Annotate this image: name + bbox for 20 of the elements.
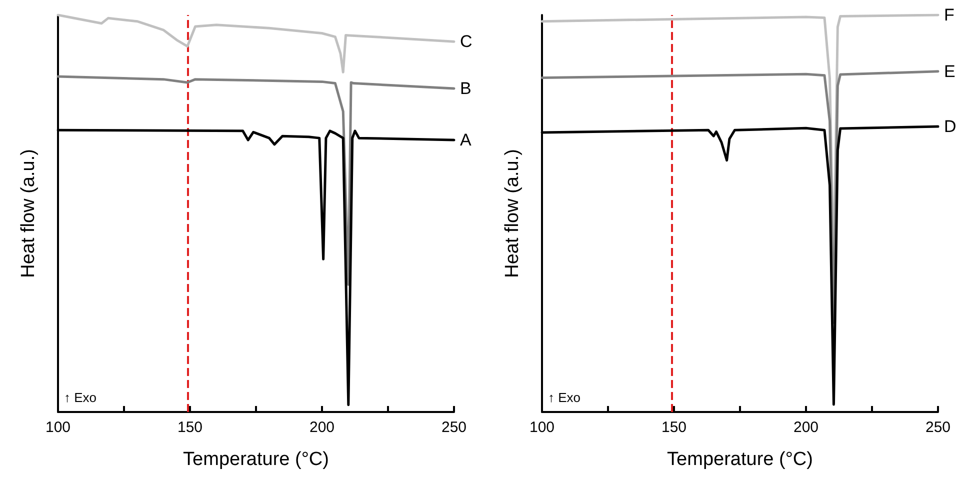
- annotation: ↑ Exo: [548, 390, 581, 405]
- series-label: A: [460, 130, 472, 150]
- series-label: C: [460, 32, 472, 52]
- x-tick-label: 150: [177, 419, 203, 436]
- x-tick-label: 250: [441, 419, 467, 436]
- x-tick-label: 100: [45, 419, 71, 436]
- series-label: F: [944, 6, 954, 24]
- x-tick-label: 100: [529, 419, 555, 436]
- series-label: E: [944, 62, 956, 81]
- x-tick-label: 200: [793, 419, 819, 436]
- x-axis-title: Temperature (°C): [183, 449, 329, 470]
- series-label: D: [944, 117, 956, 136]
- x-axis-title: Temperature (°C): [667, 449, 813, 470]
- x-tick-label: 150: [661, 419, 687, 436]
- series-label: B: [460, 78, 472, 98]
- y-axis-title: Heat flow (a.u.): [18, 149, 39, 278]
- x-tick-label: 250: [925, 419, 951, 436]
- y-axis-title: Heat flow (a.u.): [502, 149, 523, 278]
- annotation: ↑ Exo: [64, 390, 97, 405]
- x-tick-label: 200: [309, 419, 335, 436]
